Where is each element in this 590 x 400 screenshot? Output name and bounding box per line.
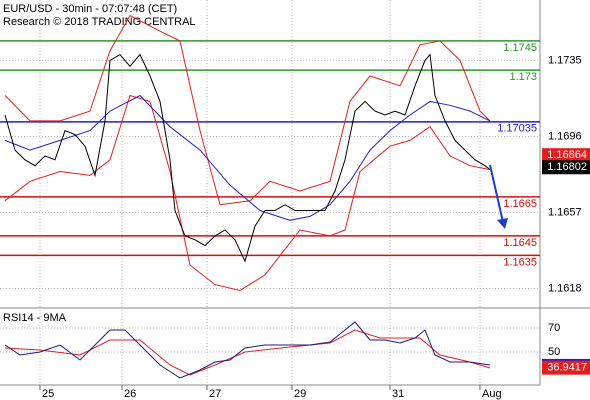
value-marker-label: 36.9417 (547, 362, 587, 374)
panel-title: RSI14 - 9MA (3, 312, 67, 324)
x-tick-label: 31 (392, 388, 404, 400)
x-tick-label: 26 (124, 388, 136, 400)
y-tick-label: 1.1735 (548, 54, 582, 66)
series-line (4, 94, 491, 221)
x-tick-label: 27 (209, 388, 221, 400)
chart-subtitle: Research © 2018 TRADING CENTRAL (3, 16, 196, 28)
series-line (4, 14, 491, 206)
x-tick-label: 29 (294, 388, 306, 400)
value-marker-label: 1.16802 (547, 161, 587, 173)
series-line (4, 53, 491, 263)
forecast-arrow (489, 164, 504, 223)
value-marker (542, 148, 590, 163)
level-label: 1.17035 (497, 123, 537, 135)
level-label: 1.1645 (503, 237, 537, 249)
y-tick-label: 1.1657 (548, 206, 582, 218)
y-tick-label: 1.1618 (548, 282, 582, 294)
series-line (4, 329, 491, 376)
level-label: 1.1665 (503, 198, 537, 210)
x-tick-label: Aug (482, 388, 502, 400)
value-marker (542, 360, 590, 375)
chart-title: EUR/USD - 30min - 07:07:48 (CET) (3, 3, 177, 15)
y-tick-label: 50 (548, 346, 560, 358)
series-line (4, 94, 491, 292)
level-label: 1.1635 (503, 256, 537, 268)
level-label: 1.173 (509, 71, 537, 83)
series-line (4, 321, 491, 379)
value-marker-label: 1.16864 (547, 149, 587, 161)
level-label: 1.1745 (503, 42, 537, 54)
arrow-head (497, 218, 508, 229)
value-marker (542, 160, 590, 175)
x-tick-label: 25 (42, 388, 54, 400)
y-tick-label: 70 (548, 322, 560, 334)
y-tick-label: 1.1696 (548, 130, 582, 142)
